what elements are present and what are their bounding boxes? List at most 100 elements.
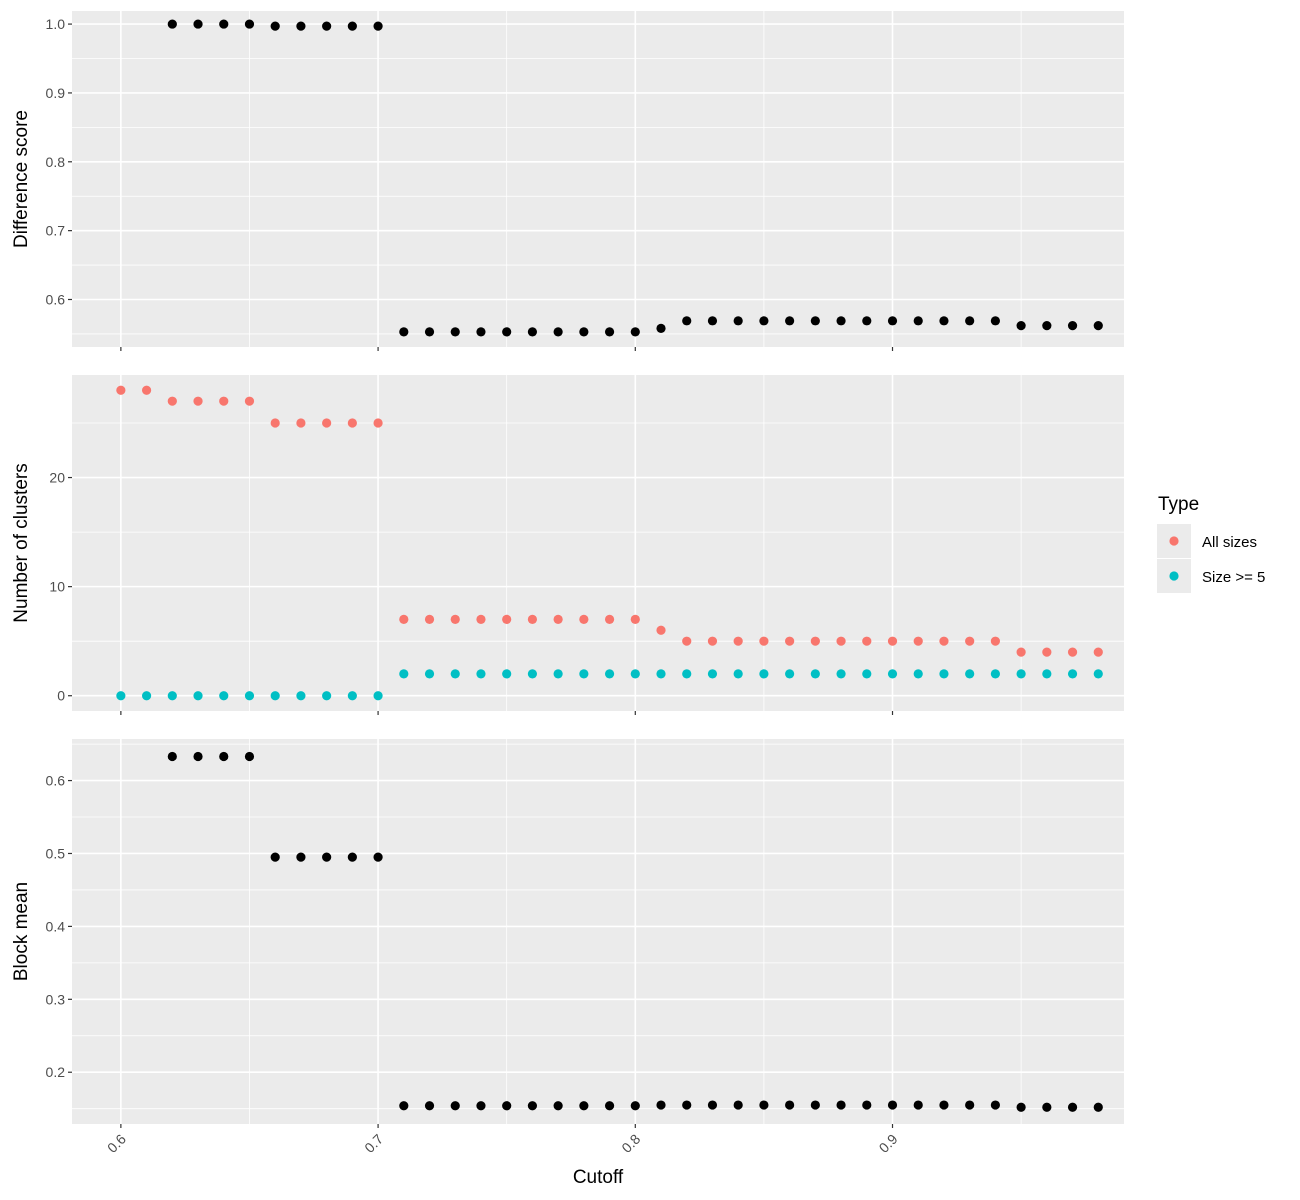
- data-point: [527, 1101, 538, 1111]
- data-point: [1067, 1102, 1078, 1112]
- data-point: [373, 418, 383, 428]
- data-point: [887, 669, 898, 679]
- data-point: [785, 636, 795, 646]
- panel-background: [72, 375, 1124, 711]
- data-point: [322, 21, 332, 31]
- data-point: [476, 614, 486, 624]
- data-point: [476, 1101, 486, 1111]
- data-point: [810, 316, 820, 326]
- data-point: [604, 614, 615, 624]
- panel-difference-score: 0.6 0.7 0.8 0.9 1.0 Difference score: [11, 11, 1124, 351]
- data-point: [759, 316, 769, 326]
- data-point: [862, 636, 872, 646]
- data-point: [887, 316, 898, 326]
- y-tick-label: 0.7: [46, 223, 66, 239]
- data-point: [836, 669, 846, 679]
- y-tick-label: 0.5: [46, 845, 66, 861]
- data-point: [244, 19, 255, 29]
- data-point: [990, 636, 1000, 646]
- data-point: [347, 691, 357, 701]
- data-point: [193, 691, 203, 701]
- data-point: [527, 669, 538, 679]
- data-point: [810, 1100, 820, 1110]
- y-axis-title: Number of clusters: [11, 463, 32, 622]
- data-point: [707, 669, 718, 679]
- data-point: [399, 614, 409, 624]
- panel-number-of-clusters: 0 10 20 Number of clusters: [11, 375, 1124, 715]
- data-point: [913, 316, 923, 326]
- data-point: [167, 396, 177, 406]
- data-point: [913, 669, 923, 679]
- data-point: [836, 1100, 846, 1110]
- data-point: [862, 669, 872, 679]
- data-point: [450, 669, 460, 679]
- y-tick-label: 0.8: [46, 154, 66, 170]
- series-size-5: [116, 669, 1103, 701]
- data-point: [296, 21, 306, 31]
- data-point: [553, 327, 563, 337]
- data-point: [193, 396, 203, 406]
- data-point: [116, 385, 126, 395]
- x-tick-label: 0.6: [104, 1131, 129, 1156]
- data-point: [656, 1100, 666, 1110]
- data-point: [270, 691, 280, 701]
- data-point: [296, 691, 306, 701]
- y-tick-label: 10: [49, 579, 65, 595]
- series-all-sizes: [116, 385, 1103, 657]
- legend-label: Size >= 5: [1202, 569, 1265, 586]
- data-point: [733, 316, 743, 326]
- data-point: [759, 669, 769, 679]
- legend: Type All sizes Size >= 5: [1157, 494, 1265, 593]
- data-point: [939, 316, 949, 326]
- data-point: [193, 751, 203, 762]
- data-point: [553, 614, 563, 624]
- data-point: [244, 751, 255, 762]
- y-tick-label: 0.2: [46, 1064, 66, 1080]
- series-points: [167, 19, 1103, 337]
- data-point: [244, 396, 255, 406]
- data-point: [604, 1101, 615, 1111]
- data-point: [476, 327, 486, 337]
- panel-block-mean: 0.2 0.3 0.4 0.5 0.6 Block mean: [11, 739, 1124, 1128]
- data-point: [141, 691, 152, 701]
- data-point: [1042, 669, 1052, 679]
- data-point: [167, 751, 177, 762]
- data-point: [785, 1100, 795, 1110]
- data-point: [939, 669, 949, 679]
- legend-key-all-sizes: [1169, 536, 1179, 546]
- data-point: [502, 614, 512, 624]
- data-point: [270, 852, 280, 862]
- data-point: [347, 418, 357, 428]
- y-tick-label: 0: [57, 688, 65, 704]
- x-tick-label: 0.7: [361, 1131, 386, 1156]
- data-point: [707, 636, 718, 646]
- data-point: [1016, 1102, 1026, 1112]
- data-point: [1067, 321, 1078, 331]
- data-point: [373, 852, 383, 862]
- legend-title: Type: [1158, 494, 1199, 515]
- data-point: [707, 316, 718, 326]
- data-point: [424, 1101, 435, 1111]
- panel-background: [72, 739, 1124, 1124]
- data-point: [219, 396, 229, 406]
- data-point: [450, 327, 460, 337]
- data-point: [656, 625, 666, 635]
- data-point: [1042, 321, 1052, 331]
- data-point: [785, 669, 795, 679]
- data-point: [244, 691, 255, 701]
- data-point: [862, 1100, 872, 1110]
- data-point: [399, 669, 409, 679]
- data-point: [887, 636, 898, 646]
- data-point: [450, 614, 460, 624]
- data-point: [682, 316, 692, 326]
- data-point: [604, 669, 615, 679]
- data-point: [965, 316, 975, 326]
- data-point: [219, 691, 229, 701]
- data-point: [116, 691, 126, 701]
- data-point: [1042, 647, 1052, 657]
- data-point: [1093, 1102, 1103, 1112]
- data-point: [476, 669, 486, 679]
- data-point: [733, 669, 743, 679]
- y-tick-label: 0.6: [46, 291, 66, 307]
